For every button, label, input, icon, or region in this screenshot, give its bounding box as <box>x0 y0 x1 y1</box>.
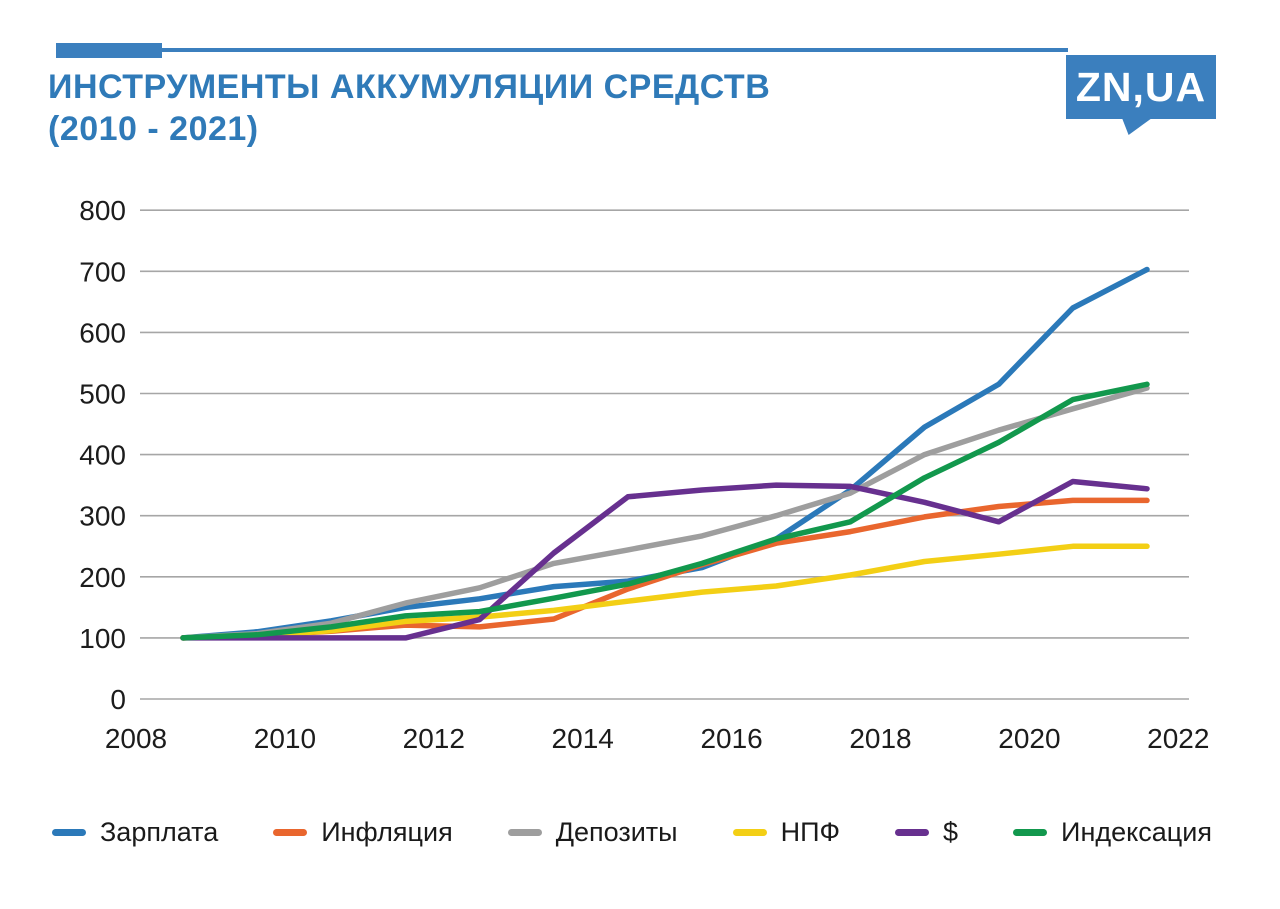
y-tick-label-100: 100 <box>79 623 126 654</box>
y-tick-label-0: 0 <box>110 684 126 715</box>
legend-swatch-Инфляция <box>273 828 308 836</box>
x-tick-label-2018: 2018 <box>849 723 911 754</box>
legend-swatch-Зарплата <box>52 828 86 836</box>
x-tick-label-2016: 2016 <box>700 723 762 754</box>
legend-swatch-Индексация <box>1013 828 1048 836</box>
legend-label-$: $ <box>943 816 959 847</box>
legend-item-Зарплата: Зарплата <box>52 817 218 848</box>
page-title: ИНСТРУМЕНТЫ АККУМУЛЯЦИИ СРЕДСТВ (2010 - … <box>48 66 948 150</box>
legend-item-Индексация: Индексация <box>1013 817 1212 848</box>
series-line-Зарплата <box>180 266 1150 641</box>
y-tick-label-600: 600 <box>79 317 126 348</box>
legend-label-Инфляция: Инфляция <box>321 816 453 847</box>
chart-legend: Зарплата Инфляция Депозиты НПФ $ Индексация <box>52 810 1212 854</box>
legend-item-Депозиты: Депозиты <box>507 816 678 848</box>
legend-label-Зарплата: Зарплата <box>100 816 219 847</box>
x-tick-label-2008: 2008 <box>105 723 167 754</box>
x-tick-label-2012: 2012 <box>403 723 465 754</box>
legend-item-НПФ: НПФ <box>732 816 841 848</box>
legend-swatch-НПФ <box>732 828 767 836</box>
y-tick-label-800: 800 <box>79 195 126 226</box>
znua-logo: ZN,UA <box>1066 55 1216 119</box>
x-tick-label-2020: 2020 <box>998 723 1060 754</box>
legend-swatch-Депозиты <box>507 828 542 836</box>
legend-item-Инфляция: Инфляция <box>273 816 453 848</box>
x-tick-label-2022: 2022 <box>1147 723 1209 754</box>
y-tick-label-500: 500 <box>79 379 126 410</box>
series-line-НПФ <box>180 543 1150 641</box>
x-tick-label-2010: 2010 <box>254 723 316 754</box>
series-line-$ <box>180 478 1150 641</box>
legend-label-Депозиты: Депозиты <box>555 816 678 847</box>
title-line-2: (2010 - 2021) <box>48 110 259 148</box>
legend-swatch-$ <box>895 828 930 836</box>
brand-accent-line <box>160 48 1068 52</box>
x-tick-label-2014: 2014 <box>552 723 614 754</box>
y-tick-label-200: 200 <box>79 562 126 593</box>
y-tick-label-400: 400 <box>79 440 126 471</box>
legend-label-Индексация: Индексация <box>1061 816 1212 847</box>
series-line-Депозиты <box>180 385 1150 641</box>
legend-label-НПФ: НПФ <box>780 816 841 847</box>
title-line-1: ИНСТРУМЕНТЫ АККУМУЛЯЦИИ СРЕДСТВ <box>48 68 771 106</box>
y-tick-label-300: 300 <box>79 501 126 532</box>
y-tick-label-700: 700 <box>79 256 126 287</box>
legend-item-$: $ <box>895 817 958 848</box>
brand-accent-bar <box>56 43 162 58</box>
znua-logo-text: ZN,UA <box>1075 63 1207 110</box>
series-line-Индексация <box>180 381 1150 641</box>
